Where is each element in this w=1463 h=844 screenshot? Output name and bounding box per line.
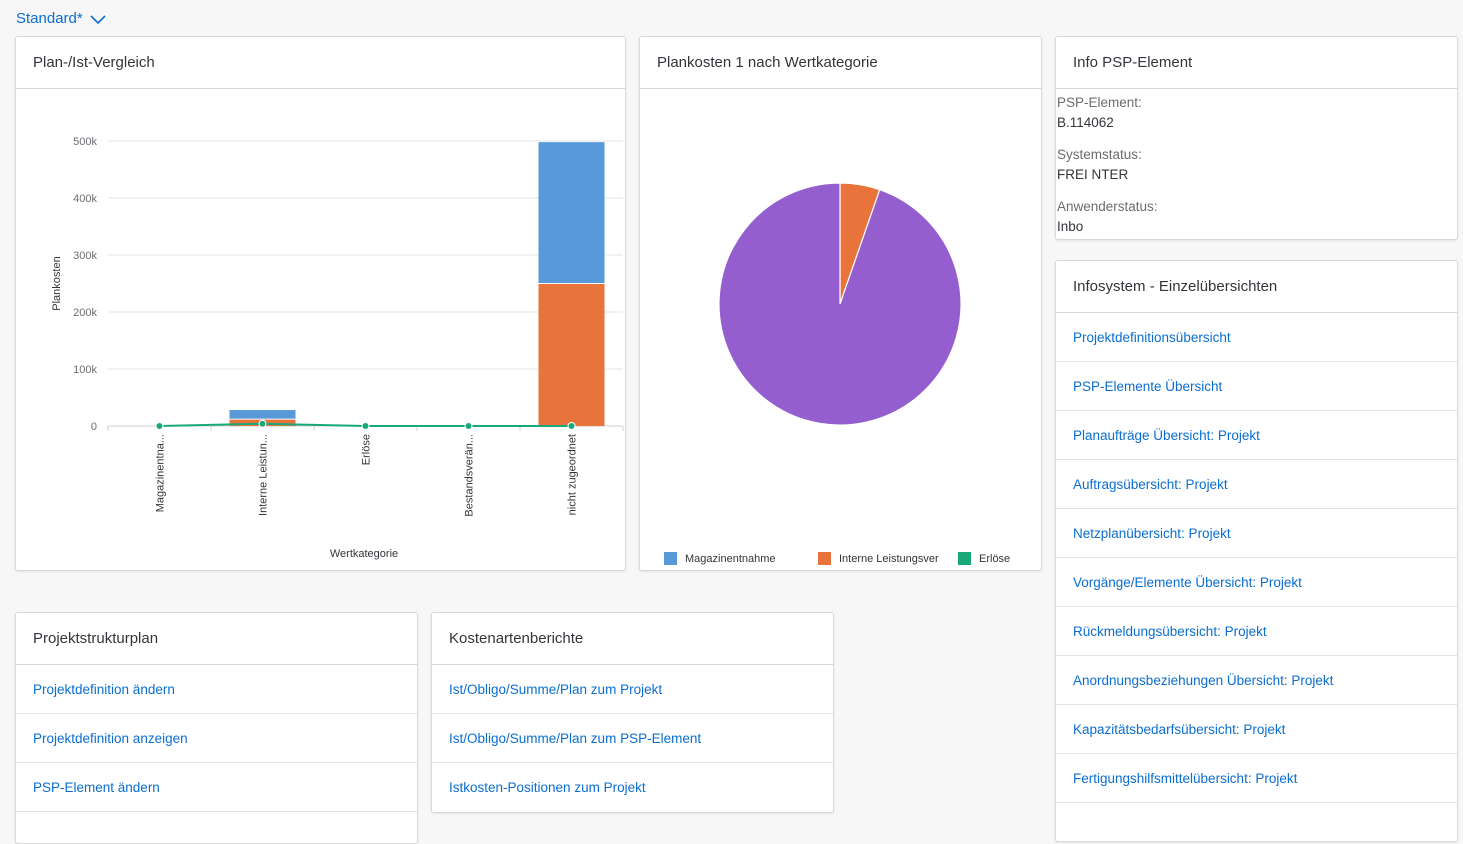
x-tick-label: Interne Leistun...: [258, 434, 270, 516]
psp-element-value: B.114062: [1057, 115, 1114, 130]
point-ist-gesamt: [567, 422, 576, 430]
point-ist-gesamt: [155, 422, 164, 430]
x-tick-label: Bestandsverän...: [464, 434, 476, 517]
link-anordnungsbeziehungen-uebersicht[interactable]: Anordnungsbeziehungen Übersicht: Projekt: [1073, 672, 1334, 688]
link-psp-element-aendern[interactable]: PSP-Element ändern: [33, 779, 160, 795]
bar-plankosten-1: [538, 142, 605, 284]
bar-plankosten-1: [229, 410, 296, 420]
y-tick-label: 400k: [73, 193, 97, 205]
plan-ist-card: Plan-/Ist-Vergleich 0 100k 200k 300k 400k 500…: [15, 36, 626, 571]
x-axis-label: Wertkategorie: [330, 548, 398, 560]
link-fertigungshilfsmitteluebersicht[interactable]: Fertigungshilfsmittelübersicht: Projekt: [1073, 770, 1298, 786]
link-projektdefinition-anzeigen[interactable]: Projektdefinition anzeigen: [33, 730, 188, 746]
list-item: Kapazitätsbedarfsübersicht: Projekt: [1056, 705, 1457, 754]
y-tick-label: 500k: [73, 136, 97, 148]
list-item: PSP-Element ändern: [16, 763, 417, 812]
anwenderstatus-label: Anwenderstatus:: [1057, 199, 1158, 214]
y-tick-label: 0: [91, 421, 97, 433]
pie-chart: Magazinentnahme Interne Leistungsver Erlös…: [664, 182, 1010, 565]
chevron-down-icon: [90, 14, 106, 24]
infosystem-card: Infosystem - Einzelübersichten Projektde…: [1055, 260, 1458, 842]
list-item: Anordnungsbeziehungen Übersicht: Projekt: [1056, 656, 1457, 705]
list-item: Projektdefinition anzeigen: [16, 714, 417, 763]
card-title: Info PSP-Element: [1056, 37, 1457, 89]
psp-link-list: Projektdefinition ändern Projektdefiniti…: [16, 665, 417, 812]
systemstatus-label: Systemstatus:: [1057, 147, 1142, 162]
list-item: Projektdefinitionsübersicht: [1056, 313, 1457, 362]
list-item: Istkosten-Positionen zum Projekt: [432, 763, 833, 811]
point-ist-gesamt: [464, 422, 473, 430]
list-item: Ist/Obligo/Summe/Plan zum PSP-Element: [432, 714, 833, 763]
psp-element-label: PSP-Element:: [1057, 95, 1142, 110]
legend-swatch: [958, 552, 971, 565]
link-projektdefinitionsuebersicht[interactable]: Projektdefinitionsübersicht: [1073, 329, 1231, 345]
y-axis-label: Plankosten: [51, 256, 63, 310]
plan-ist-chart: 0 100k 200k 300k 400k 500k Plankosten Magazinen…: [51, 136, 624, 560]
x-tick-label: Magazinentna...: [155, 434, 167, 512]
link-projektdefinition-aendern[interactable]: Projektdefinition ändern: [33, 681, 175, 697]
link-vorgaenge-elemente-uebersicht[interactable]: Vorgänge/Elemente Übersicht: Projekt: [1073, 574, 1302, 590]
point-ist-gesamt: [361, 422, 370, 430]
link-auftragsuebersicht[interactable]: Auftragsübersicht: Projekt: [1073, 476, 1228, 492]
list-item: Vorgänge/Elemente Übersicht: Projekt: [1056, 558, 1457, 607]
projektstrukturplan-card: Projektstrukturplan Projektdefinition än…: [15, 612, 418, 844]
card-title: Plan-/Ist-Vergleich: [16, 37, 625, 89]
legend-swatch: [664, 552, 677, 565]
pie-slice: [718, 182, 962, 426]
x-tick-label: Erlöse: [361, 434, 373, 465]
infosystem-link-list: Projektdefinitionsübersicht PSP-Elemente…: [1056, 313, 1457, 803]
legend-label: Interne Leistungsver: [839, 553, 939, 565]
link-ist-obligo-projekt[interactable]: Ist/Obligo/Summe/Plan zum Projekt: [449, 681, 663, 697]
variant-label: Standard*: [16, 10, 83, 27]
link-kapazitaetsbedarfsuebersicht[interactable]: Kapazitätsbedarfsübersicht: Projekt: [1073, 721, 1286, 737]
kosten-link-list: Ist/Obligo/Summe/Plan zum Projekt Ist/Ob…: [432, 665, 833, 811]
card-title: Projektstrukturplan: [16, 613, 417, 665]
systemstatus-value: FREI NTER: [1057, 167, 1129, 182]
link-psp-elemente-uebersicht[interactable]: PSP-Elemente Übersicht: [1073, 378, 1223, 394]
card-title: Infosystem - Einzelübersichten: [1056, 261, 1457, 313]
info-fields: PSP-Element: B.114062 Systemstatus: FREI…: [1056, 89, 1457, 237]
bar-plankosten-2: [538, 283, 605, 426]
link-planauftraege-uebersicht[interactable]: Planaufträge Übersicht: Projekt: [1073, 427, 1260, 443]
legend-label: Erlöse: [979, 553, 1010, 565]
x-tick-label: nicht zugeordnet: [567, 434, 579, 515]
info-psp-card: Info PSP-Element PSP-Element: B.114062 S…: [1055, 36, 1458, 240]
list-item: Planaufträge Übersicht: Projekt: [1056, 411, 1457, 460]
kostenartenberichte-card: Kostenartenberichte Ist/Obligo/Summe/Pla…: [431, 612, 834, 813]
list-item: Netzplanübersicht: Projekt: [1056, 509, 1457, 558]
list-item: Fertigungshilfsmittelübersicht: Projekt: [1056, 754, 1457, 803]
card-title: Plankosten 1 nach Wertkategorie: [640, 37, 1041, 89]
link-rueckmeldungsuebersicht[interactable]: Rückmeldungsübersicht: Projekt: [1073, 623, 1267, 639]
list-item: PSP-Elemente Übersicht: [1056, 362, 1457, 411]
point-ist-gesamt: [258, 419, 267, 428]
anwenderstatus-value: Inbo: [1057, 219, 1084, 234]
list-item: Ist/Obligo/Summe/Plan zum Projekt: [432, 665, 833, 714]
pie-card: Plankosten 1 nach Wertkategorie Magazine…: [639, 36, 1042, 571]
legend-swatch: [818, 552, 831, 565]
y-tick-label: 100k: [73, 364, 97, 376]
y-tick-label: 300k: [73, 250, 97, 262]
variant-selector[interactable]: Standard*: [16, 10, 107, 27]
list-item: Projektdefinition ändern: [16, 665, 417, 714]
list-item: Auftragsübersicht: Projekt: [1056, 460, 1457, 509]
list-item: Rückmeldungsübersicht: Projekt: [1056, 607, 1457, 656]
y-tick-label: 200k: [73, 307, 97, 319]
card-title: Kostenartenberichte: [432, 613, 833, 665]
link-netzplanuebersicht[interactable]: Netzplanübersicht: Projekt: [1073, 525, 1231, 541]
link-ist-obligo-psp-element[interactable]: Ist/Obligo/Summe/Plan zum PSP-Element: [449, 730, 702, 746]
legend-label: Magazinentnahme: [685, 553, 776, 565]
link-istkosten-positionen[interactable]: Istkosten-Positionen zum Projekt: [449, 779, 646, 795]
